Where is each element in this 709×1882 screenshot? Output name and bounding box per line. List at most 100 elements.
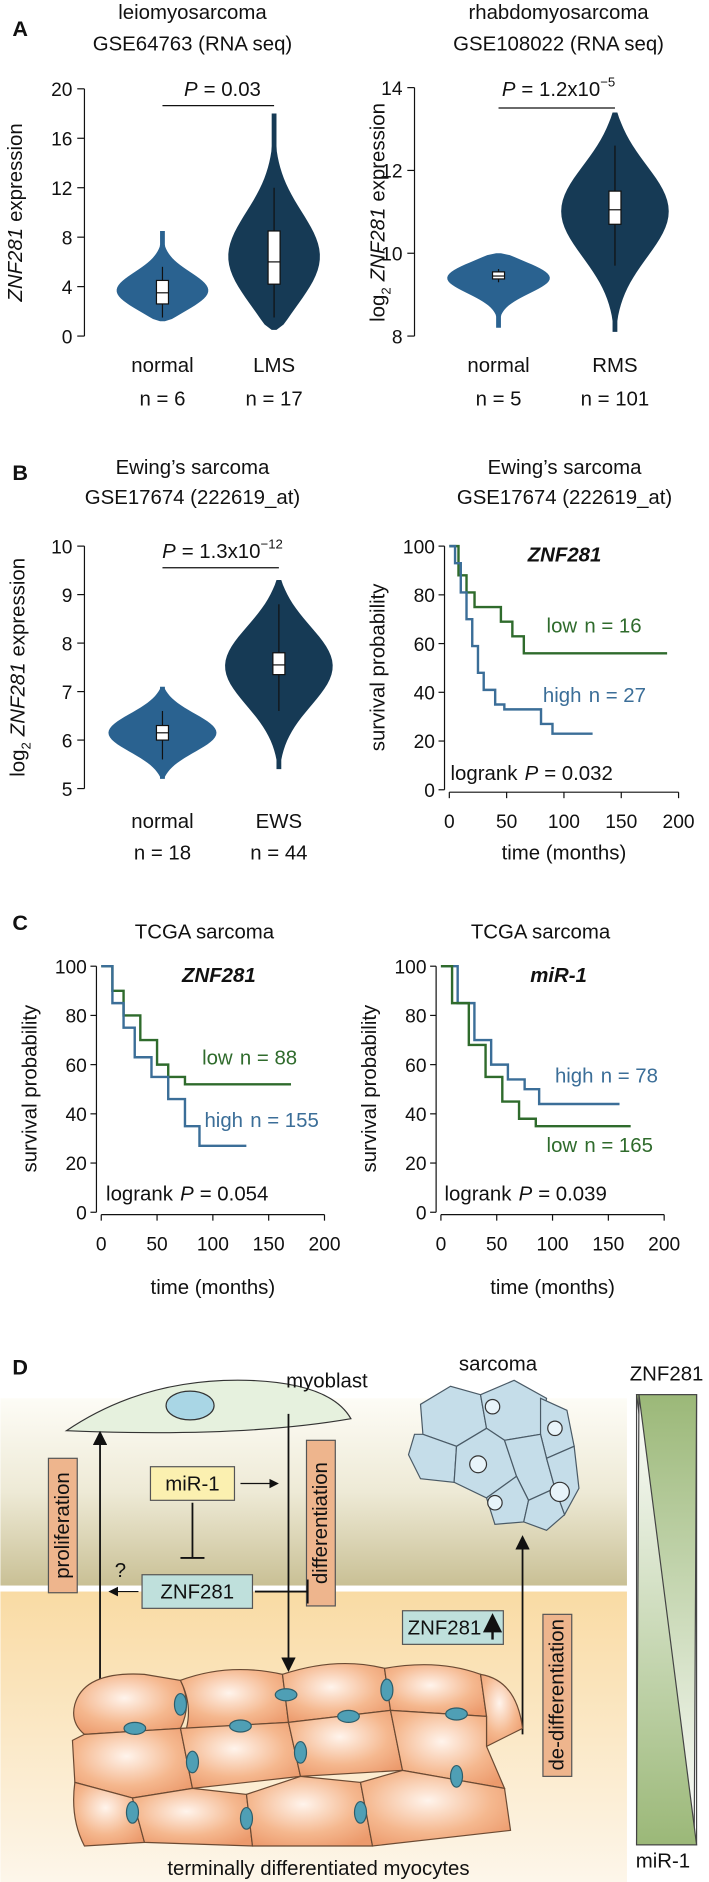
y-label-gene: ZNF281 xyxy=(368,208,390,283)
chart-title: rhabdomyosarcoma xyxy=(468,2,649,24)
x-tick-label: 0 xyxy=(444,812,455,833)
y-axis-label: ZNF281 expression xyxy=(5,123,27,302)
chart-title: GSE17674 (222619_at) xyxy=(457,487,672,509)
p-value: P = 0.03 xyxy=(184,79,261,101)
x-tick-label: 0 xyxy=(96,1235,107,1256)
p-symbol: P xyxy=(162,541,176,563)
y-tick-label: 4 xyxy=(62,278,73,299)
y-label-text: expression xyxy=(368,103,390,202)
chart-title: TCGA sarcoma xyxy=(471,922,611,944)
y-tick-label: 60 xyxy=(414,635,435,656)
question-mark: ? xyxy=(115,1560,126,1582)
x-tick-label: 200 xyxy=(308,1235,340,1256)
logrank: logrank P = 0.032 xyxy=(451,763,613,785)
p-symbol: P xyxy=(184,79,198,101)
gene-label: ZNF281 xyxy=(527,545,602,567)
series-n: n = 78 xyxy=(601,1066,658,1088)
logrank-label: logrank xyxy=(106,1183,174,1205)
y-label-prefix: log xyxy=(368,295,390,322)
survival-curve xyxy=(440,965,631,1128)
panel-label: A xyxy=(12,16,28,41)
logrank-label: logrank xyxy=(451,763,519,785)
p-text: = 1.2x10 xyxy=(521,79,600,101)
y-tick-label: 100 xyxy=(394,957,426,978)
y-tick-label: 20 xyxy=(51,80,72,101)
inhibition xyxy=(180,1502,205,1559)
logrank-value: = 0.032 xyxy=(544,763,613,785)
y-tick-label: 5 xyxy=(62,780,73,801)
gene-label: miR-1 xyxy=(530,965,587,987)
series-label: low n = 88 xyxy=(202,1048,297,1070)
y-label-text: expression xyxy=(7,558,29,657)
x-tick-label: 200 xyxy=(648,1235,680,1256)
y-tick-label: 8 xyxy=(62,634,73,655)
y-label-subscript: 2 xyxy=(18,742,33,749)
dedifferentiation-box xyxy=(542,1613,573,1777)
x-tick-label: 50 xyxy=(486,1235,507,1256)
y-axis-label: survival probability xyxy=(19,1004,41,1173)
series-name: low xyxy=(202,1048,233,1070)
y-tick-label: 0 xyxy=(416,1203,427,1224)
myoblast-label: myoblast xyxy=(286,1370,368,1392)
y-tick-label: 60 xyxy=(405,1056,426,1077)
y-tick-label: 0 xyxy=(76,1203,87,1224)
p-symbol: P xyxy=(502,79,516,101)
y-label-gene: ZNF281 xyxy=(5,228,27,303)
series-label: low n = 16 xyxy=(547,616,642,638)
survival-curve xyxy=(101,965,292,1086)
series-label: high n = 78 xyxy=(555,1066,658,1088)
y-tick-label: 8 xyxy=(62,228,73,249)
chart-title: Ewing’s sarcoma xyxy=(488,457,642,479)
chart-title: GSE108022 (RNA seq) xyxy=(453,33,664,55)
series-label: high n = 27 xyxy=(543,685,646,707)
series-name: high xyxy=(204,1110,243,1132)
mir1-gradient xyxy=(635,1394,698,1846)
x-tick-label: 100 xyxy=(548,812,580,833)
y-tick-label: 20 xyxy=(414,732,435,753)
y-tick-label: 20 xyxy=(65,1154,86,1175)
y-axis-label: survival probability xyxy=(368,583,390,752)
logrank: logrank P = 0.054 xyxy=(106,1183,268,1205)
y-label-gene: ZNF281 xyxy=(7,663,29,738)
violin xyxy=(447,253,550,328)
myocytes xyxy=(71,1662,524,1847)
n-label: n = 44 xyxy=(250,842,307,864)
mir1-box xyxy=(149,1466,236,1501)
gene-label: ZNF281 xyxy=(181,965,256,987)
differentiation-box xyxy=(305,1439,336,1607)
x-tick-label: 100 xyxy=(197,1235,229,1256)
y-tick-label: 10 xyxy=(381,244,402,265)
y-tick-label: 60 xyxy=(65,1056,86,1077)
x-tick-label: normal xyxy=(467,355,529,377)
chart-title: TCGA sarcoma xyxy=(135,922,275,944)
series-name: low xyxy=(547,1135,578,1157)
nucleus xyxy=(165,1390,215,1421)
p-value: P = 1.2x10−5 xyxy=(502,74,615,101)
charts: leiomyosarcoma GSE64763 (RNA seq) 0 4 8 12 16 2… xyxy=(5,2,695,1299)
series-n: n = 88 xyxy=(240,1048,297,1070)
myocyte-nuclei xyxy=(123,1678,468,1830)
survival-curve xyxy=(101,965,247,1148)
y-tick-label: 40 xyxy=(65,1105,86,1126)
logrank-p: P xyxy=(525,763,539,785)
y-tick-label: 16 xyxy=(51,129,72,150)
y-tick-label: 100 xyxy=(403,537,435,558)
gradient-bottom-label: miR-1 xyxy=(636,1851,690,1873)
y-tick-label: 12 xyxy=(51,179,72,200)
x-tick-label: LMS xyxy=(253,355,295,377)
panel-label: D xyxy=(12,1354,28,1379)
y-tick-label: 40 xyxy=(405,1105,426,1126)
p-text: = 1.3x10 xyxy=(182,541,261,563)
p-text: = 0.03 xyxy=(204,79,261,101)
series-name: low xyxy=(547,616,578,638)
y-tick-label: 80 xyxy=(65,1007,86,1028)
logrank-label: logrank xyxy=(445,1183,513,1205)
series-n: n = 155 xyxy=(250,1110,319,1132)
x-axis-label: time (months) xyxy=(490,1277,615,1299)
n-label: n = 6 xyxy=(139,389,185,411)
y-tick-label: 7 xyxy=(62,683,73,704)
y-tick-label: 10 xyxy=(51,537,72,558)
y-tick-label: 0 xyxy=(424,781,435,802)
survival-curve xyxy=(449,544,593,735)
